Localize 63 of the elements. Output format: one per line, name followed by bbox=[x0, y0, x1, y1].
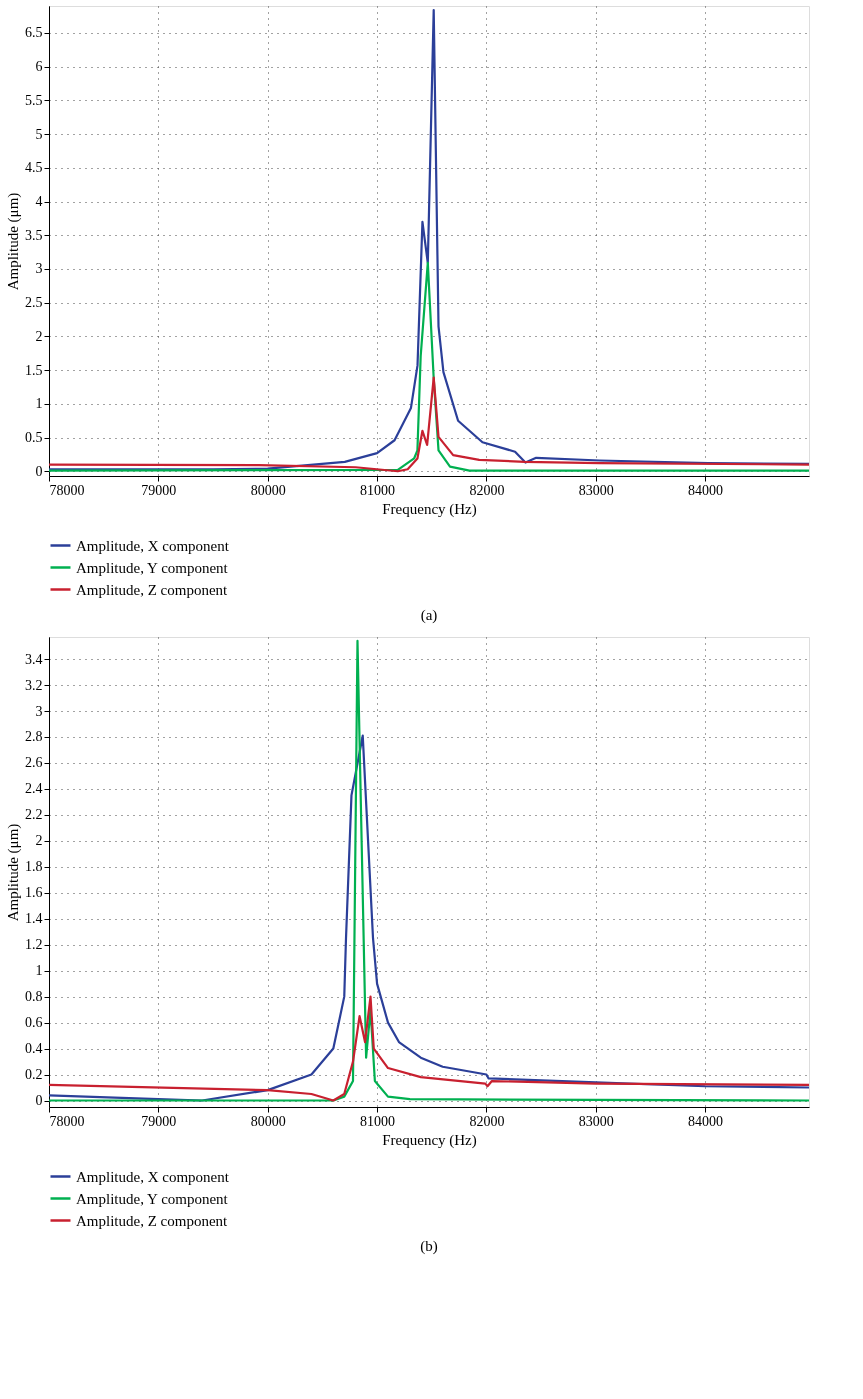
y-tick-label: 3.4 bbox=[25, 651, 43, 667]
y-tick-label: 4.5 bbox=[25, 160, 43, 176]
y-tick-label: 1 bbox=[35, 963, 43, 979]
y-tick-label: 3 bbox=[35, 261, 43, 277]
y-axis-title: Amplitude (μm) bbox=[5, 192, 22, 291]
y-axis-title: Amplitude (μm) bbox=[5, 823, 22, 922]
legend-label: Amplitude, Y component bbox=[76, 1190, 229, 1207]
legend-label: Amplitude, Z component bbox=[76, 1212, 229, 1229]
y-tick-label: 0.8 bbox=[25, 989, 43, 1005]
x-tick-label: 81000 bbox=[360, 482, 396, 498]
y-tick-label: 2 bbox=[35, 328, 43, 344]
y-tick-label: 1 bbox=[35, 396, 43, 412]
text: (b) bbox=[420, 1238, 438, 1255]
y-tick-label: 1.8 bbox=[25, 859, 43, 875]
x-tick-label: 84000 bbox=[688, 482, 724, 498]
y-tick-label: 1.2 bbox=[25, 937, 43, 953]
text: (a) bbox=[420, 607, 438, 624]
legend-label: Amplitude, Z component bbox=[76, 581, 229, 598]
x-tick-label: 79000 bbox=[141, 482, 177, 498]
y-tick-label: 4 bbox=[35, 194, 43, 210]
line-series bbox=[49, 995, 809, 1102]
legend-label: Amplitude, X component bbox=[76, 537, 230, 554]
y-tick-label: 0.4 bbox=[25, 1041, 43, 1057]
y-tick-label: 6.5 bbox=[25, 25, 43, 41]
x-tick-label: 78000 bbox=[49, 1113, 85, 1129]
x-tick-label: 78000 bbox=[49, 482, 85, 498]
y-tick-label: 1.5 bbox=[25, 362, 43, 378]
y-tick-label: 0.5 bbox=[25, 430, 43, 446]
y-tick-label: 1.4 bbox=[25, 911, 43, 927]
y-tick-label: 6 bbox=[35, 59, 43, 75]
x-tick-label: 81000 bbox=[360, 1113, 396, 1129]
x-axis-title: Frequency (Hz) bbox=[382, 500, 477, 518]
y-tick-label: 5.5 bbox=[25, 92, 43, 108]
y-tick-label: 0 bbox=[35, 1093, 43, 1109]
line-series bbox=[49, 734, 809, 1102]
line-series bbox=[49, 376, 809, 473]
legend-label: Amplitude, X component bbox=[76, 1168, 230, 1185]
y-tick-label: 3.5 bbox=[25, 227, 43, 243]
y-tick-label: 2.4 bbox=[25, 781, 43, 797]
y-tick-label: 0.2 bbox=[25, 1067, 43, 1083]
x-tick-label: 84000 bbox=[688, 1113, 724, 1129]
y-tick-label: 2.5 bbox=[25, 295, 43, 311]
y-tick-label: 0.6 bbox=[25, 1015, 43, 1031]
y-tick-label: 2.2 bbox=[25, 807, 43, 823]
y-tick-label: 0 bbox=[35, 463, 43, 479]
x-tick-label: 80000 bbox=[250, 482, 286, 498]
line-series bbox=[49, 261, 809, 472]
x-tick-label: 83000 bbox=[578, 1113, 614, 1129]
y-tick-label: 2.8 bbox=[25, 729, 43, 745]
y-tick-label: 3.2 bbox=[25, 677, 43, 693]
legend-label: Amplitude, Y component bbox=[76, 559, 229, 576]
y-tick-label: 5 bbox=[35, 126, 43, 142]
line-series bbox=[49, 639, 809, 1102]
x-tick-label: 82000 bbox=[469, 1113, 505, 1129]
x-axis-title: Frequency (Hz) bbox=[382, 1131, 477, 1149]
y-tick-label: 1.6 bbox=[25, 885, 43, 901]
x-tick-label: 83000 bbox=[578, 482, 614, 498]
y-tick-label: 2.6 bbox=[25, 755, 43, 771]
y-tick-label: 3 bbox=[35, 703, 43, 719]
x-tick-label: 82000 bbox=[469, 482, 505, 498]
x-tick-label: 80000 bbox=[250, 1113, 286, 1129]
x-tick-label: 79000 bbox=[141, 1113, 177, 1129]
y-tick-label: 2 bbox=[35, 833, 43, 849]
